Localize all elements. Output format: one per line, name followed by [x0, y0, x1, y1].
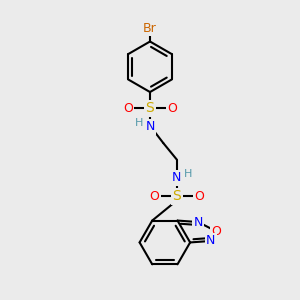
Text: H: H — [184, 169, 192, 179]
Text: N: N — [206, 235, 216, 248]
Text: O: O — [123, 102, 133, 115]
Text: N: N — [172, 171, 182, 184]
Text: O: O — [167, 102, 177, 115]
Text: O: O — [149, 190, 159, 203]
Text: N: N — [194, 215, 203, 229]
Text: S: S — [146, 101, 154, 116]
Text: H: H — [134, 118, 143, 128]
Text: O: O — [194, 190, 204, 203]
Text: N: N — [145, 120, 155, 133]
Text: Br: Br — [143, 22, 157, 34]
Text: O: O — [212, 225, 221, 238]
Text: S: S — [172, 189, 181, 203]
